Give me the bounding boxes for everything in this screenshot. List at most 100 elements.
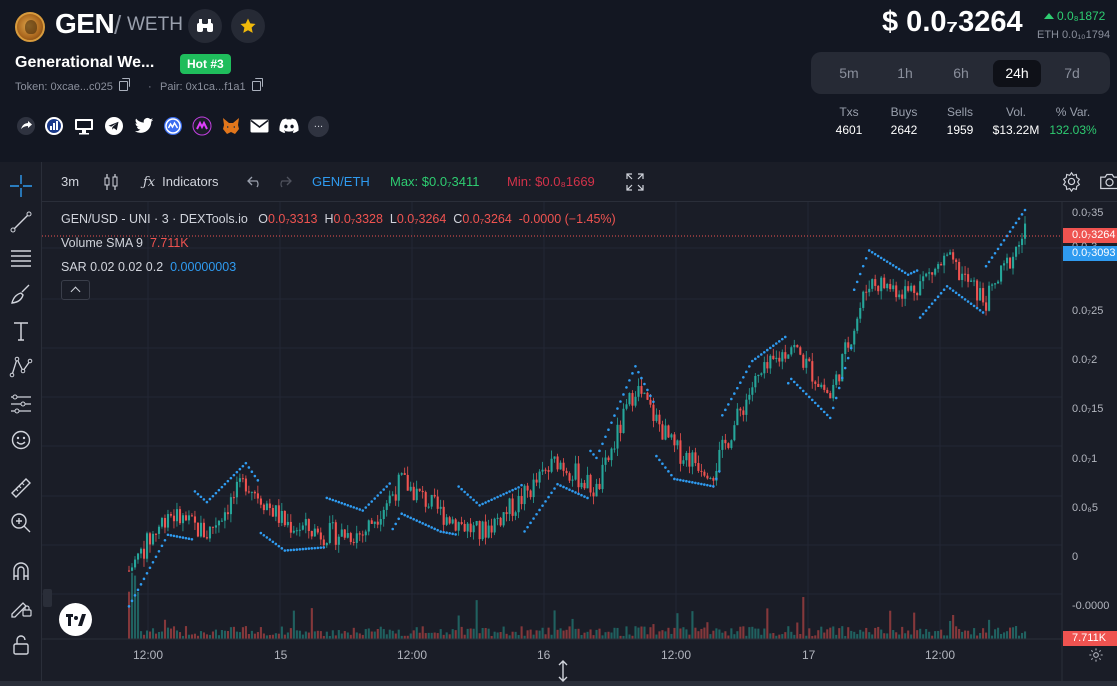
timeframe-6h[interactable]: 6h — [953, 65, 969, 81]
text-tool[interactable] — [8, 318, 34, 344]
sar-dot — [130, 599, 134, 603]
crosshair-tool[interactable] — [8, 173, 34, 199]
sar-dot — [283, 549, 287, 552]
sar-dot — [786, 381, 790, 385]
pair-label[interactable]: GEN/ETH — [312, 174, 370, 189]
coinmarketcap-icon[interactable] — [163, 116, 183, 136]
metamask-icon[interactable] — [221, 116, 241, 136]
website-icon[interactable] — [74, 116, 94, 136]
tradingview-logo[interactable] — [59, 603, 92, 636]
volume-bar — [598, 628, 601, 639]
interval-selector[interactable]: 3m — [61, 174, 80, 189]
undo-button[interactable] — [247, 173, 263, 192]
volume-bar — [1024, 631, 1027, 639]
volume-bar — [160, 631, 164, 639]
timeframe-5m[interactable]: 5m — [839, 65, 859, 81]
copy-icon[interactable] — [118, 78, 130, 91]
trend-line-tool[interactable] — [8, 209, 34, 235]
resize-arrows-icon[interactable] — [556, 660, 570, 682]
candle-body — [406, 474, 409, 491]
volume-bar — [361, 634, 364, 639]
volume-bar — [151, 628, 155, 639]
collapse-toolbar-handle[interactable] — [43, 589, 52, 607]
screenshot-button[interactable] — [1099, 172, 1117, 194]
pattern-tool[interactable] — [8, 354, 34, 380]
volume-bar — [418, 632, 421, 639]
volume-bar — [643, 626, 646, 639]
brush-tool[interactable] — [8, 282, 34, 308]
sar-dot — [169, 534, 173, 537]
sar-dot — [262, 533, 266, 537]
volume-bar — [784, 632, 787, 639]
unlock-tool[interactable] — [8, 632, 34, 658]
discord-icon[interactable] — [279, 116, 299, 136]
legend-title: GEN/USD - UNI · 3 · DEXTools.io — [61, 212, 248, 226]
price-chart[interactable] — [42, 202, 1117, 681]
candle-body — [481, 521, 484, 540]
email-icon[interactable] — [249, 116, 269, 136]
volume-bar — [853, 631, 856, 639]
magnet-tool[interactable] — [8, 559, 34, 585]
timeframe-24h[interactable]: 24h — [993, 60, 1041, 87]
resize-bar[interactable] — [0, 681, 1117, 686]
volume-bar — [220, 629, 223, 639]
candle-body — [556, 456, 559, 470]
sar-dot — [541, 504, 544, 507]
chart-type-button[interactable] — [102, 173, 120, 194]
zoom-tool[interactable] — [8, 510, 34, 536]
redo-button[interactable] — [276, 173, 292, 192]
collapse-legend-button[interactable] — [61, 280, 90, 300]
volume-bar — [301, 634, 304, 639]
lock-drawings-tool[interactable] — [8, 594, 34, 620]
time-tick: 17 — [802, 648, 816, 662]
sar-dot — [448, 531, 451, 535]
sar-dot — [154, 555, 158, 559]
volume-bar — [226, 631, 229, 639]
volume-bar — [796, 622, 799, 639]
copy-icon[interactable] — [251, 78, 263, 91]
candle-body — [592, 492, 595, 497]
candle-body — [751, 387, 754, 395]
volume-bar — [916, 630, 919, 639]
measure-tool[interactable] — [8, 475, 34, 501]
chart-icon[interactable] — [44, 116, 64, 136]
sar-dot — [562, 485, 565, 489]
indicators-button[interactable]: ƒx Indicators — [143, 174, 219, 190]
candle-body — [985, 302, 988, 311]
favorite-button[interactable] — [231, 9, 265, 43]
sar-label: SAR 0.02 0.02 0.2 — [61, 260, 164, 274]
candle-body — [328, 523, 331, 543]
volume-bar — [445, 632, 448, 639]
price-tick: 0.0₇25 — [1072, 305, 1104, 317]
candle-body — [994, 283, 997, 285]
candle-body — [832, 384, 835, 399]
candle-body — [976, 280, 979, 301]
telegram-icon[interactable] — [104, 116, 124, 136]
time-scale-settings-icon[interactable] — [1088, 647, 1104, 663]
more-links-button[interactable]: ... — [308, 116, 329, 137]
sar-dot — [1011, 226, 1015, 229]
twitter-icon[interactable] — [134, 116, 154, 136]
candle-body — [721, 439, 724, 450]
sar-dot — [460, 487, 463, 491]
volume-bar — [724, 631, 727, 639]
volume-bar — [145, 630, 149, 639]
settings-button[interactable] — [1061, 171, 1082, 195]
fib-tool[interactable] — [8, 245, 34, 271]
fullscreen-button[interactable] — [626, 173, 644, 194]
volume-bar — [994, 629, 997, 639]
sar-dot — [592, 453, 595, 456]
binoculars-button[interactable] — [188, 9, 222, 43]
timeframe-7d[interactable]: 7d — [1064, 65, 1080, 81]
timeframe-1h[interactable]: 1h — [897, 65, 913, 81]
sar-dot — [960, 295, 964, 299]
dextools-icon[interactable] — [192, 116, 212, 136]
sar-dot — [694, 481, 697, 485]
sar-dot — [484, 501, 487, 504]
candle-body — [214, 525, 218, 528]
volume-bar — [793, 634, 796, 639]
sar-dot — [577, 492, 580, 496]
share-icon[interactable] — [16, 116, 36, 136]
prediction-tool[interactable] — [8, 391, 34, 417]
emoji-tool[interactable] — [8, 427, 34, 453]
